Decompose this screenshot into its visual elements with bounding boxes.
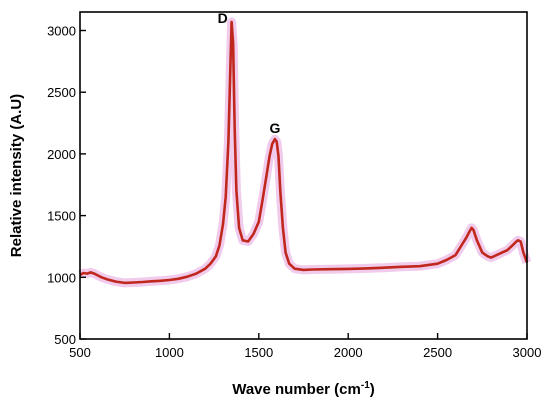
- series-shadow: [77, 17, 532, 288]
- peak-label-g: G: [270, 120, 281, 136]
- x-axis-title-main: Wave number (cm: [232, 381, 361, 398]
- series-shadow-line: [77, 17, 532, 288]
- x-axis: 500 1000 1500 2000 2500 3000: [69, 333, 541, 360]
- x-tick-label: 2000: [334, 345, 363, 360]
- x-tick-label: 500: [69, 345, 91, 360]
- series-line-group: [79, 20, 529, 285]
- plot-frame: [79, 11, 528, 340]
- series-line: [79, 20, 529, 285]
- y-axis: 500 1000 1500 2000 2500 3000: [47, 24, 86, 347]
- y-tick-label: 2000: [47, 147, 76, 162]
- x-tick-label: 1500: [244, 345, 273, 360]
- x-tick-label: 1000: [155, 345, 184, 360]
- peak-annotations: DG: [218, 10, 281, 136]
- x-axis-title: Wave number (cm-1): [232, 380, 375, 398]
- y-tick-label: 3000: [47, 24, 76, 39]
- x-axis-title-end: ): [370, 381, 375, 398]
- y-axis-title: Relative intensity (A.U): [8, 94, 25, 257]
- x-tick-label: 3000: [513, 345, 542, 360]
- peak-label-d: D: [218, 10, 228, 26]
- y-tick-label: 500: [54, 332, 76, 347]
- y-tick-label: 2500: [47, 85, 76, 100]
- x-tick-label: 2500: [423, 345, 452, 360]
- y-tick-label: 1000: [47, 270, 76, 285]
- y-tick-label: 1500: [47, 209, 76, 224]
- x-axis-title-superscript: -1: [361, 380, 370, 391]
